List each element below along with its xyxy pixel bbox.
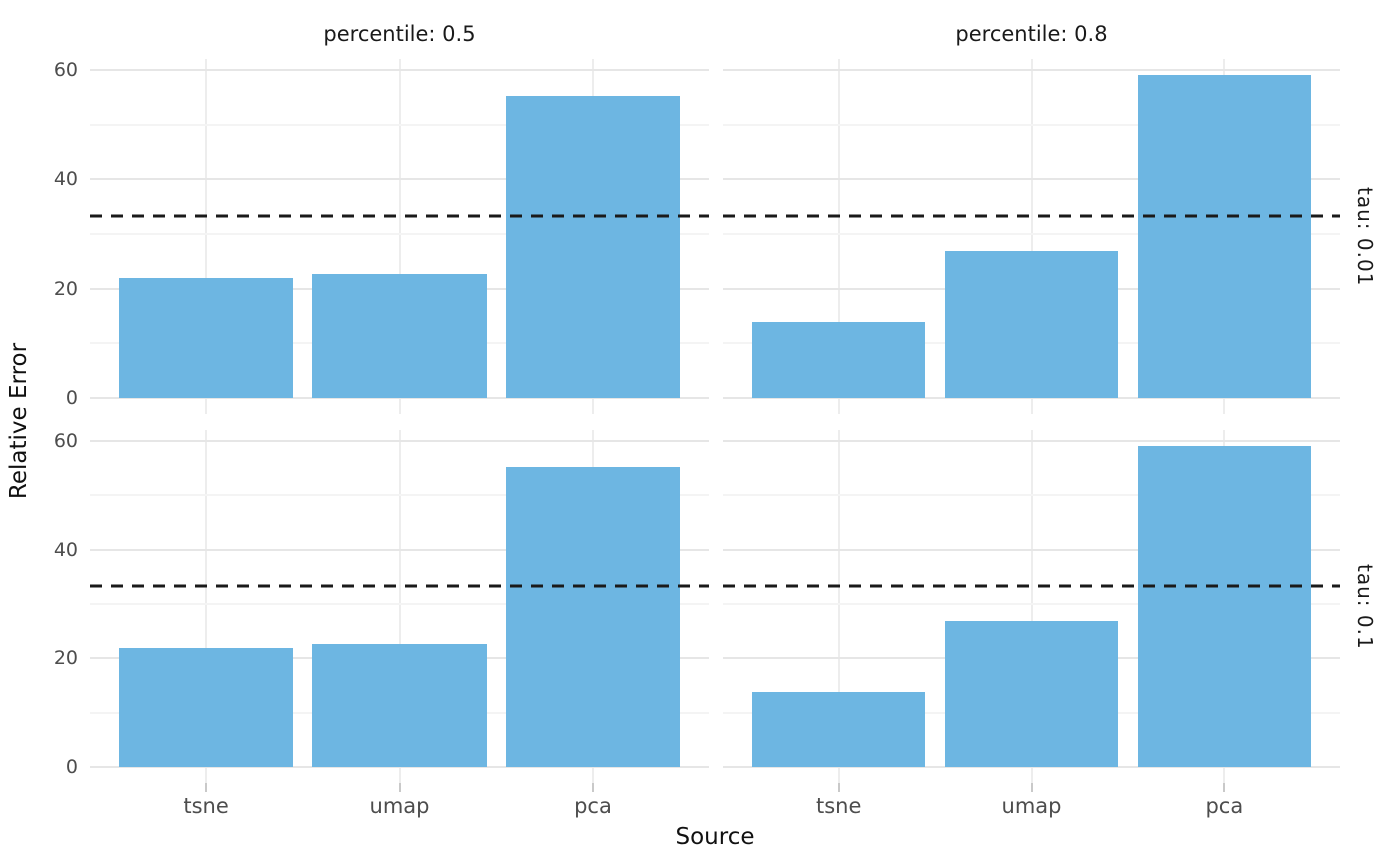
- facet-strip-tau-001: tau: 0.01: [1340, 59, 1390, 414]
- y-axis-tick-labels-row2: 0 20 40 60: [38, 430, 90, 783]
- gridline-major-y40: [723, 178, 1340, 181]
- threshold-dashed-line: [723, 214, 1340, 218]
- x-axis-title: Source: [675, 824, 755, 850]
- bar-pca: [505, 467, 680, 767]
- panel-tau01-percentile08: [723, 430, 1340, 783]
- x-tick-label-tsne: tsne: [183, 794, 229, 818]
- facet-strip-percentile-05: percentile: 0.5: [90, 0, 709, 59]
- gridline-major-y60: [723, 69, 1340, 72]
- y-tick-label-60: 60: [53, 430, 78, 453]
- panel-tau01-percentile05: [90, 430, 709, 783]
- x-tick-mark-pca: [591, 783, 594, 792]
- gridline-minor-y30: [90, 603, 709, 606]
- gridline-vertical-umap: [1030, 430, 1033, 783]
- x-tick-label-pca: pca: [574, 794, 612, 818]
- y-tick-label-40: 40: [53, 538, 78, 561]
- bar-tsne: [751, 691, 926, 767]
- gridline-vertical-tsne: [205, 59, 208, 414]
- y-tick-label-20: 20: [53, 647, 78, 670]
- panel-tau001-percentile08: [723, 59, 1340, 414]
- x-axis-title-area: Source: [90, 818, 1340, 866]
- gridline-minor-y30: [723, 233, 1340, 236]
- gridline-major-y0: [723, 765, 1340, 768]
- x-axis-tick-labels-left: tsne umap pca: [90, 783, 709, 818]
- facet-strip-percentile-05-label: percentile: 0.5: [323, 21, 476, 46]
- x-tick-label-umap: umap: [1001, 794, 1062, 818]
- bar-tsne: [119, 648, 294, 767]
- gridline-minor-y50: [90, 494, 709, 497]
- panel-tau001-percentile05: [90, 59, 709, 414]
- threshold-dashed-line: [723, 584, 1340, 588]
- x-tick-mark-umap: [1030, 783, 1033, 792]
- bar-umap: [312, 273, 487, 398]
- gridline-major-y60: [723, 440, 1340, 443]
- y-axis-tick-labels-row1: 0 20 40 60: [38, 59, 90, 414]
- gridline-major-y0: [90, 765, 709, 768]
- gridline-vertical-umap: [398, 430, 401, 783]
- x-tick-mark-umap: [398, 783, 401, 792]
- y-axis-title-area: Relative Error: [0, 59, 38, 783]
- gridline-minor-y50: [723, 123, 1340, 126]
- x-tick-label-tsne: tsne: [815, 794, 862, 818]
- bar-umap: [944, 620, 1119, 767]
- x-tick-label-pca: pca: [1205, 794, 1244, 818]
- gridline-major-y0: [90, 396, 709, 399]
- bar-umap: [944, 250, 1119, 398]
- gridline-major-y60: [90, 440, 709, 443]
- facet-strip-tau-001-label: tau: 0.01: [1353, 186, 1377, 287]
- threshold-dashed-line: [90, 584, 709, 588]
- gridline-vertical-tsne: [205, 430, 208, 783]
- x-tick-label-umap: umap: [369, 794, 430, 818]
- x-tick-mark-pca: [1223, 783, 1226, 792]
- gridline-major-y0: [723, 396, 1340, 399]
- facet-strip-tau-01: tau: 0.1: [1340, 430, 1390, 783]
- y-tick-label-40: 40: [53, 168, 78, 191]
- gridline-major-y60: [90, 69, 709, 72]
- facet-strip-tau-01-label: tau: 0.1: [1353, 563, 1377, 650]
- gridline-vertical-tsne: [837, 430, 840, 783]
- gridline-vertical-umap: [1030, 59, 1033, 414]
- y-axis-title: Relative Error: [6, 342, 32, 500]
- gridline-vertical-tsne: [837, 59, 840, 414]
- gridline-major-y40: [90, 548, 709, 551]
- bar-pca: [1137, 446, 1312, 767]
- gridline-major-y40: [723, 548, 1340, 551]
- gridline-minor-y30: [723, 603, 1340, 606]
- facet-strip-percentile-08: percentile: 0.8: [723, 0, 1340, 59]
- bar-pca: [1137, 75, 1312, 398]
- y-tick-label-20: 20: [53, 277, 78, 300]
- gridline-minor-y50: [723, 494, 1340, 497]
- gridline-minor-y50: [90, 123, 709, 126]
- bar-tsne: [119, 278, 294, 398]
- gridline-major-y40: [90, 178, 709, 181]
- gridline-minor-y30: [90, 233, 709, 236]
- y-tick-label-0: 0: [65, 755, 78, 778]
- threshold-dashed-line: [90, 214, 709, 218]
- bar-pca: [505, 96, 680, 398]
- bar-tsne: [751, 321, 926, 398]
- x-tick-mark-tsne: [837, 783, 840, 792]
- y-tick-label-60: 60: [53, 59, 78, 82]
- x-axis-tick-labels-right: tsne umap pca: [723, 783, 1340, 818]
- y-tick-label-0: 0: [65, 386, 78, 409]
- gridline-vertical-umap: [398, 59, 401, 414]
- bar-umap: [312, 643, 487, 767]
- facet-strip-percentile-08-label: percentile: 0.8: [955, 21, 1108, 46]
- x-tick-mark-tsne: [205, 783, 208, 792]
